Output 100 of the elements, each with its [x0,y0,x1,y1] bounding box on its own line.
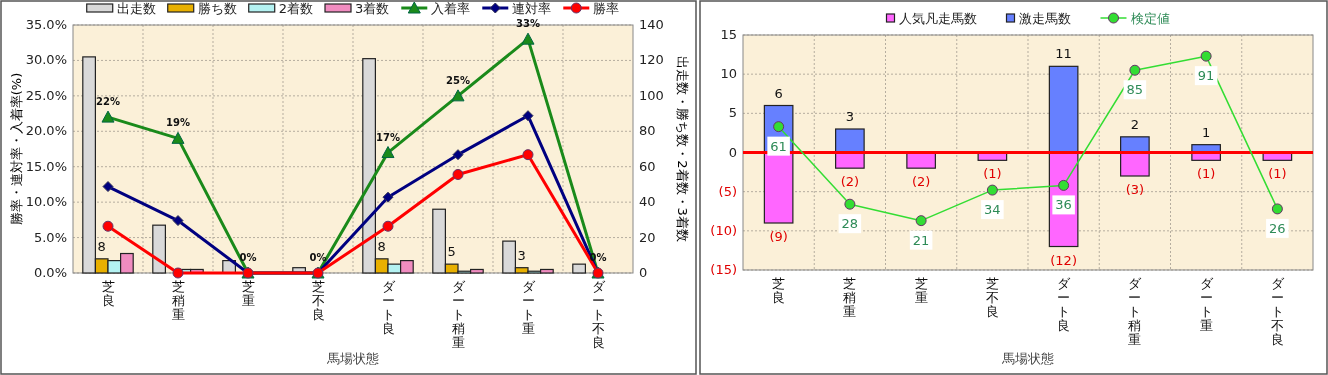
y-tick-label: 5 [728,105,737,121]
x-tick-label: 芝良 [772,276,786,305]
data-label: 19% [166,117,190,129]
data-label: 22% [96,96,120,108]
y2-tick-label: 80 [639,123,656,139]
legend-label: 3着数 [355,1,390,16]
data-label: 34 [984,202,1001,218]
y-tick-label: 10.0% [25,194,67,210]
bar [572,263,586,274]
point [382,191,394,203]
point [1200,50,1212,62]
point [102,220,114,232]
y-tick-label: 0 [728,144,737,160]
point [451,89,465,102]
y-axis-title: 勝率・連対率・入着率(%) [8,72,24,226]
x-tick-label: 芝重 [241,279,255,308]
y2-axis-title: 出走数・勝ち数・2着数・3着数 [674,56,690,242]
x-tick-label: ダート稍重 [451,279,466,350]
data-label: 91 [1197,68,1215,84]
data-label: 3 [517,247,526,263]
legend-label: 勝率 [593,1,620,16]
x-axis-title: 馬場状態 [326,351,379,366]
data-label: 26 [1269,220,1286,236]
data-label: 85 [1126,82,1144,98]
data-label: (1) [1196,166,1216,182]
data-label: 6 [774,85,783,101]
point [522,110,534,122]
bar [152,224,166,274]
point [452,169,464,181]
point [521,32,535,45]
data-label: (2) [840,174,860,190]
data-label: 11 [1055,46,1072,62]
point [1129,64,1141,76]
point [382,220,394,232]
y2-tick-label: 120 [639,52,664,68]
point [172,267,184,279]
y2-tick-label: 60 [639,158,656,174]
x-axis-title: 馬場状態 [1001,351,1054,366]
y2-tick-label: 0 [639,265,648,280]
bar [1120,151,1150,177]
point [986,184,998,196]
data-label: 33% [516,18,540,30]
data-label: (2) [911,174,931,190]
y-tick-label: 15.0% [25,158,67,174]
data-label: (12) [1050,252,1077,268]
legend-label: 入着率 [431,1,471,16]
point [452,149,464,161]
data-label: (1) [1268,166,1287,182]
point [101,110,115,123]
x-tick-label: ダート不良 [1270,276,1285,347]
bar [835,128,865,154]
y-tick-label: 10 [720,66,737,82]
legend-label: 検定値 [1130,11,1170,26]
point [102,181,114,193]
data-label: 28 [841,216,859,232]
data-label: 17% [376,131,400,143]
data-label: 61 [770,138,787,154]
legend-label: 激走馬数 [1018,11,1071,26]
data-label: 25% [446,74,470,86]
data-label: 1 [1201,124,1211,140]
y2-tick-label: 40 [639,194,656,210]
y2-tick-label: 140 [639,17,664,32]
legend-label: 出走数 [116,1,156,16]
y-tick-label: (5) [718,183,737,199]
point [844,198,856,210]
data-label: 21 [912,232,930,248]
point [172,215,184,227]
y-tick-label: (15) [710,262,737,277]
x-tick-label: ダート稍重 [1128,276,1143,347]
data-label: 8 [97,238,106,254]
legend-label: 人気凡走馬数 [898,11,977,26]
x-tick-label: ダート良 [381,279,396,336]
y2-tick-label: 20 [639,229,656,245]
x-tick-label: 芝不良 [311,279,325,322]
point [522,149,534,161]
x-tick-label: 芝重 [914,276,928,305]
data-label: (3) [1125,182,1145,197]
y-tick-label: 20.0% [25,123,67,139]
point [1271,203,1283,215]
x-tick-label: 芝稍重 [171,279,185,322]
data-label: 3 [845,109,855,124]
y-tick-label: 35.0% [25,17,67,32]
data-label: 5 [447,244,456,260]
legend-label: 連対率 [512,1,552,16]
y-tick-label: 25.0% [25,87,67,103]
point [171,131,185,144]
legend-label: 勝ち数 [197,1,237,16]
x-tick-label: 芝良 [101,279,115,308]
x-tick-label: 芝不良 [985,276,999,319]
data-label: 0% [309,252,327,263]
x-tick-label: ダート不良 [591,279,606,350]
data-label: 2 [1130,116,1140,132]
x-tick-label: ダート重 [1199,276,1214,333]
y-tick-label: 5.0% [33,229,67,245]
data-label: 8 [377,238,386,254]
y-tick-label: 15 [720,27,737,42]
point [915,215,927,227]
point [1058,179,1070,191]
x-tick-label: ダート良 [1057,276,1072,333]
y-tick-label: (10) [710,222,737,238]
